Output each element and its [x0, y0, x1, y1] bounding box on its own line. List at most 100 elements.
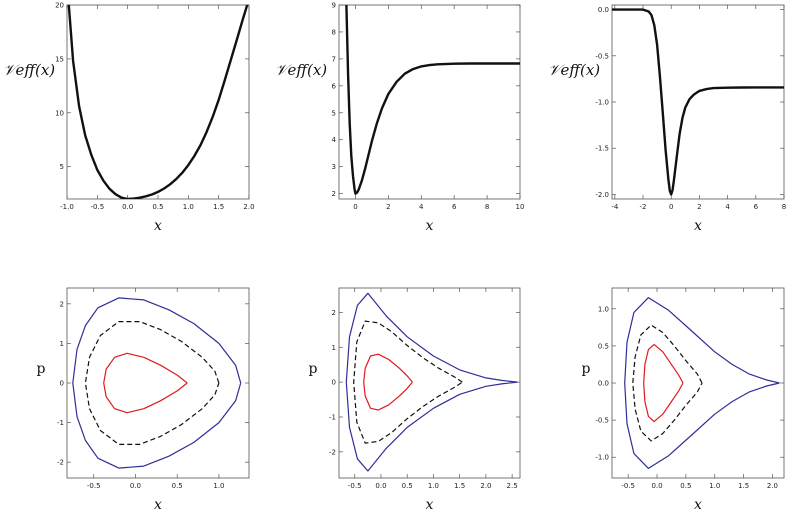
- series-line-1: [624, 297, 780, 469]
- x-tick-label: 10: [516, 203, 525, 211]
- series-line-1: [345, 5, 520, 195]
- y-tick-label: -1.0: [595, 99, 609, 107]
- y-tick-label: 5: [332, 109, 336, 117]
- x-tick-label: -0.5: [348, 482, 362, 490]
- y-tick-label: 20: [55, 2, 64, 10]
- y-tick-label: 0: [60, 380, 64, 388]
- y-axis-label: 𝒱eff(x): [275, 61, 327, 79]
- y-tick-label: 3: [332, 163, 336, 171]
- y-tick-label: -0.5: [595, 52, 609, 60]
- x-tick-label: 0.5: [680, 482, 691, 490]
- x-tick-label: 0.5: [402, 482, 413, 490]
- x-axis-label: x: [154, 218, 162, 234]
- x-tick-label: 2.0: [480, 482, 491, 490]
- x-tick-label: -0.5: [87, 482, 101, 490]
- x-tick-label: 1.0: [428, 482, 439, 490]
- y-tick-label: -1.5: [595, 145, 609, 153]
- y-tick-label: 0: [332, 379, 336, 387]
- y-tick-label: 1.0: [598, 305, 609, 313]
- y-tick-label: 2: [332, 190, 336, 198]
- x-tick-label: -1.0: [60, 203, 74, 211]
- x-tick-label: -4: [611, 203, 619, 211]
- y-tick-label: 4: [332, 136, 337, 144]
- plot-frame: [66, 4, 250, 200]
- panel-4: -0.5 0.0 0.5 1.0 2 1 0 -1 -2 x p: [37, 287, 250, 513]
- y-tick-label: 9: [332, 2, 336, 10]
- series-line-2: [84, 321, 220, 445]
- x-tick-label: 0: [669, 203, 673, 211]
- x-axis-label: x: [426, 218, 434, 234]
- y-tick-label: -2.0: [595, 191, 609, 199]
- series-line-3: [103, 352, 188, 414]
- x-axis-label: x: [694, 497, 702, 513]
- y-tick-label: 0.0: [598, 6, 609, 14]
- x-tick-label: 0.0: [122, 203, 133, 211]
- x-tick-label: 2.5: [507, 482, 518, 490]
- x-tick-label: 0.0: [651, 482, 662, 490]
- series-line-2: [632, 324, 703, 442]
- series-group: [345, 5, 520, 195]
- x-tick-label: -0.5: [90, 203, 104, 211]
- panel-3: -4 -2 0 2 4 6 8 0.0 -0.5 -1.0 -1.5 -2.0 x 𝒱eff(x): [548, 4, 786, 234]
- plot-frame: [611, 287, 785, 479]
- series-line-3: [363, 353, 413, 411]
- y-tick-label: 1: [332, 344, 336, 352]
- panel-2: 0 2 4 6 8 10 2 3 4 5 6 7 8 9 x 𝒱eff(x): [275, 2, 524, 235]
- series-group: [72, 297, 242, 469]
- y-tick-label: 2: [332, 309, 336, 317]
- series-line-1: [67, 5, 249, 199]
- x-tick-label: 0: [353, 203, 357, 211]
- y-tick-label: -0.5: [595, 417, 609, 425]
- panel-5: -0.5 0.0 0.5 1.0 1.5 2.0 2.5 2 1 0 -1 -2 x p: [309, 287, 521, 513]
- panel-6: -0.5 0.0 0.5 1.0 1.5 2.0 1.0 0.5 0.0 -0.5 -1.0 x p: [582, 287, 785, 513]
- x-tick-label: -2: [640, 203, 647, 211]
- x-tick-label: 1.5: [213, 203, 224, 211]
- x-tick-label: 4: [725, 203, 730, 211]
- plot-frame: [338, 4, 521, 200]
- y-tick-label: 5: [60, 163, 64, 171]
- x-axis-label: x: [426, 497, 434, 513]
- series-group: [67, 5, 249, 199]
- panel-1: -1.0 -0.5 0.0 0.5 1.0 1.5 2.0 5 10 15 20 x 𝒱eff(x): [3, 2, 255, 235]
- y-tick-label: 15: [55, 55, 64, 63]
- x-tick-label: 0.0: [130, 482, 141, 490]
- series-group: [612, 8, 784, 196]
- x-tick-label: 1.5: [738, 482, 749, 490]
- x-tick-label: 0.5: [152, 203, 163, 211]
- y-tick-label: -1: [329, 413, 336, 421]
- y-axis-label: 𝒱eff(x): [548, 61, 600, 79]
- y-tick-label: 6: [332, 82, 337, 90]
- series-line-2: [353, 320, 463, 444]
- y-tick-label: -1: [57, 419, 64, 427]
- y-tick-label: 8: [332, 28, 336, 36]
- series-line-1: [345, 292, 518, 472]
- x-tick-label: 2: [697, 203, 701, 211]
- x-tick-label: 6: [452, 203, 457, 211]
- series-group: [624, 297, 780, 469]
- x-tick-label: 1.0: [213, 482, 224, 490]
- y-tick-label: -2: [329, 448, 336, 456]
- x-tick-label: 2.0: [767, 482, 778, 490]
- x-axis-label: x: [694, 218, 702, 234]
- plot-frame: [611, 4, 785, 200]
- y-tick-label: 0.0: [598, 380, 609, 388]
- x-tick-label: 1.0: [709, 482, 720, 490]
- y-tick-label: -1.0: [595, 454, 609, 462]
- x-tick-label: -0.5: [621, 482, 635, 490]
- y-tick-label: -2: [57, 459, 64, 467]
- y-axis-label: p: [582, 361, 591, 377]
- x-tick-label: 0.0: [375, 482, 386, 490]
- x-tick-label: 8: [782, 203, 786, 211]
- series-line-1: [72, 297, 242, 469]
- x-tick-label: 2.0: [243, 203, 254, 211]
- y-tick-label: 7: [332, 55, 336, 63]
- plot-frame: [66, 287, 250, 479]
- y-tick-label: 1: [60, 340, 64, 348]
- y-tick-label: 0.5: [598, 342, 609, 350]
- x-tick-label: 2: [386, 203, 390, 211]
- x-tick-label: 1.5: [454, 482, 465, 490]
- y-axis-label: 𝒱eff(x): [3, 61, 55, 79]
- x-tick-label: 6: [754, 203, 759, 211]
- y-axis-label: p: [309, 361, 318, 377]
